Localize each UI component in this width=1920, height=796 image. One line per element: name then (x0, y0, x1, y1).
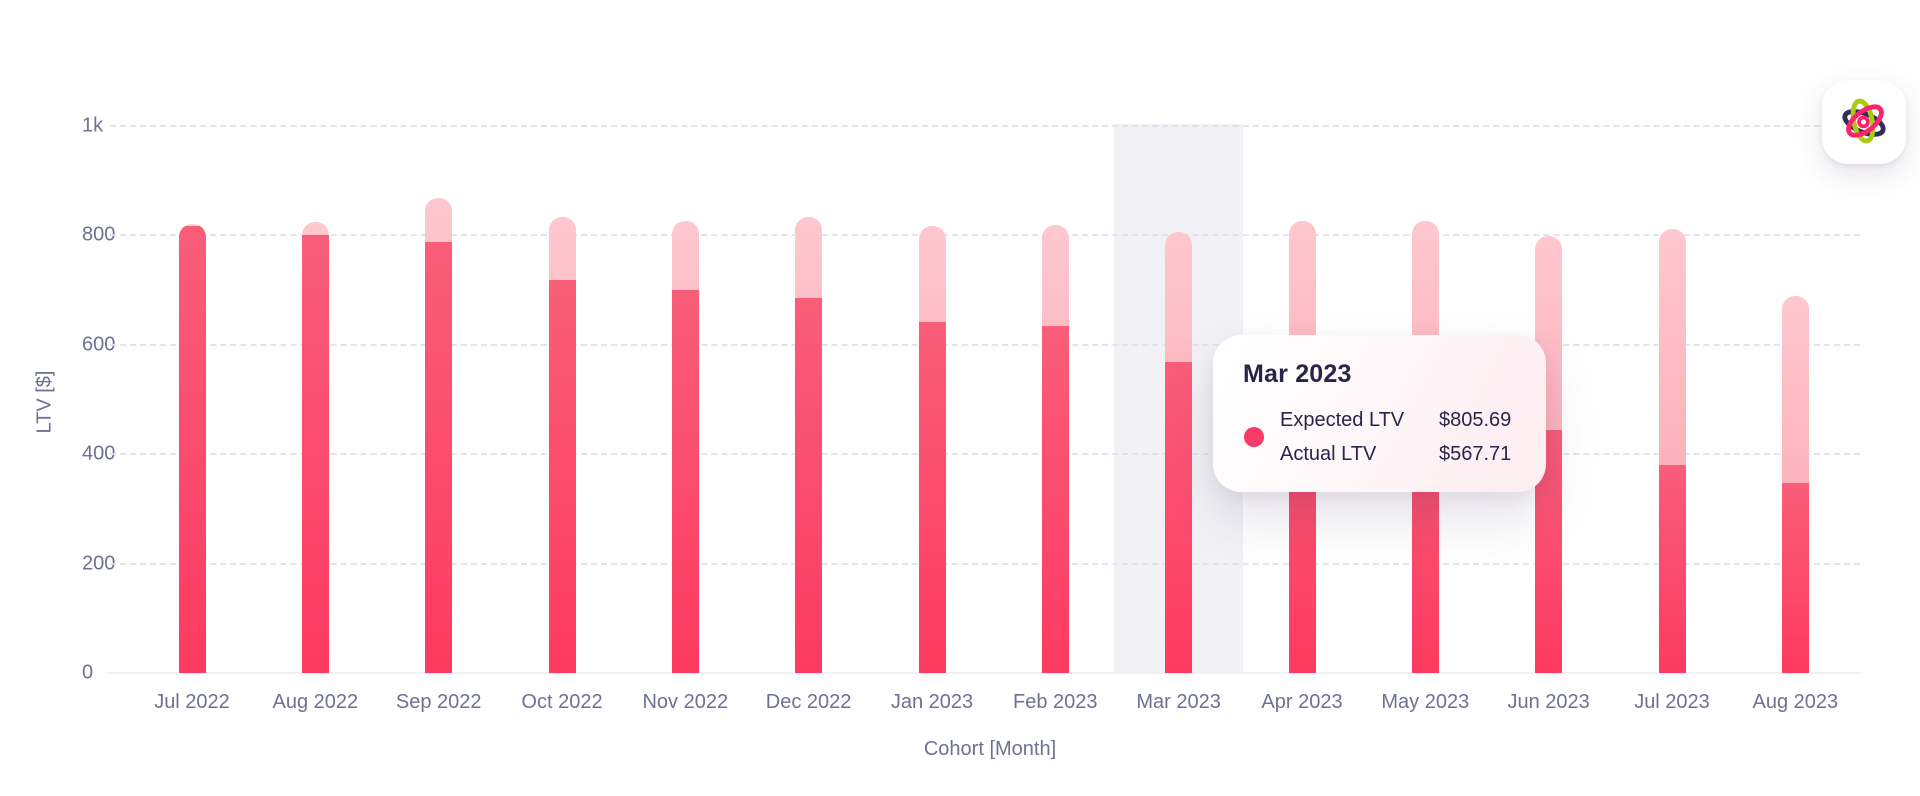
atom-logo[interactable] (1822, 80, 1906, 164)
tooltip-row: Actual LTV $567.71 (1280, 437, 1516, 471)
x-tick-label: Oct 2022 (521, 691, 603, 713)
x-tick-label: Aug 2022 (272, 691, 359, 713)
tooltip-row-value: $805.69 (1439, 409, 1512, 431)
gridline-1k (110, 125, 1860, 127)
x-tick-label: Sep 2022 (395, 691, 482, 713)
y-tick-label: 800 (82, 223, 116, 246)
x-tick-label: Dec 2022 (765, 691, 852, 713)
gridline-800 (110, 234, 1860, 237)
bar-sep-2022[interactable] (425, 198, 453, 673)
gridline-400 (110, 453, 1860, 456)
y-tick-label: 400 (82, 442, 116, 465)
bar-actual-segment (1781, 482, 1809, 673)
tooltip-row-value: $567.71 (1439, 443, 1512, 465)
x-axis-title: Cohort [Month] (923, 738, 1057, 760)
bar-mar-2023[interactable] (1165, 232, 1193, 673)
x-axis-line (108, 672, 1860, 674)
x-tick-label: Mar 2023 (1136, 691, 1221, 713)
y-axis-title: LTV [$] (33, 370, 56, 434)
bar-actual-segment (548, 279, 576, 673)
tooltip-row-label: Expected LTV (1280, 409, 1405, 431)
bar-actual-segment (671, 289, 699, 673)
x-tick-label: Feb 2023 (1013, 691, 1098, 713)
y-tick-label: 200 (82, 552, 116, 575)
x-tick-label: Jul 2022 (154, 691, 230, 713)
y-tick-label: 0 (82, 661, 94, 684)
bar-jul-2022[interactable] (178, 223, 206, 673)
tooltip-title: Mar 2023 (1243, 360, 1352, 388)
bar-actual-segment (1165, 362, 1193, 673)
bar-jul-2023[interactable] (1658, 228, 1686, 673)
x-tick-label: May 2023 (1381, 691, 1470, 713)
tooltip-row-label: Actual LTV (1280, 443, 1377, 465)
bar-actual-segment (301, 234, 329, 673)
atom-logo-icon (1842, 98, 1886, 144)
bar-actual-segment (1658, 464, 1686, 673)
tooltip-rows: Expected LTV $805.69 Actual LTV $567.71 (1280, 403, 1516, 471)
x-tick-label: Apr 2023 (1261, 691, 1343, 713)
x-tick-label: Nov 2022 (642, 691, 729, 713)
bar-aug-2022[interactable] (301, 222, 329, 673)
bar-aug-2023[interactable] (1781, 295, 1809, 673)
x-tick-label: Aug 2023 (1752, 691, 1839, 713)
x-tick-label: Jun 2023 (1507, 691, 1590, 713)
bar-actual-segment (918, 322, 946, 673)
x-tick-label: Jan 2023 (890, 691, 974, 713)
bar-dec-2022[interactable] (795, 217, 823, 673)
bar-feb-2023[interactable] (1041, 224, 1069, 673)
gridline-600 (110, 343, 1860, 346)
x-tick-label: Jul 2023 (1634, 691, 1710, 713)
bar-actual-segment (795, 298, 823, 673)
series-dot-icon (1244, 427, 1264, 447)
bar-oct-2022[interactable] (548, 217, 576, 673)
y-tick-label: 600 (82, 333, 116, 356)
bar-actual-segment (1041, 326, 1069, 673)
bar-actual-segment (425, 242, 453, 673)
y-tick-label: 1k (82, 114, 104, 137)
gridline-200 (110, 562, 1860, 565)
bar-nov-2022[interactable] (671, 221, 699, 673)
bar-jan-2023[interactable] (918, 225, 946, 673)
tooltip-row: Expected LTV $805.69 (1280, 403, 1516, 437)
bar-actual-segment (178, 226, 206, 673)
tooltip-body: Expected LTV $805.69 Actual LTV $567.71 (1243, 403, 1516, 471)
tooltip: Mar 2023 Expected LTV $805.69 Actual LTV $5… (1213, 335, 1546, 492)
